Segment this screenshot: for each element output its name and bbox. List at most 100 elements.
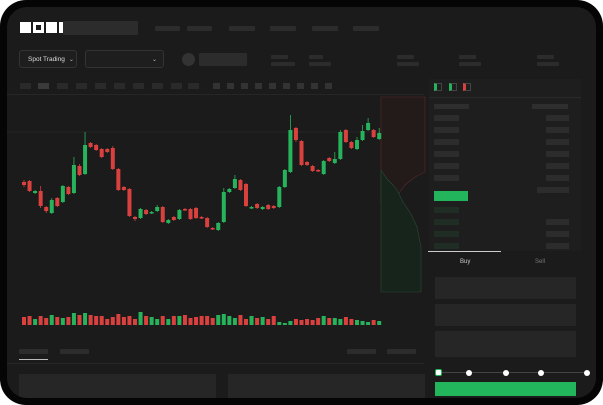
stat-label: [271, 55, 288, 59]
volume-bar: [310, 320, 315, 325]
volume-bar: [221, 314, 226, 325]
candle-body: [338, 132, 343, 159]
pen-tool-icon[interactable]: [283, 83, 290, 89]
candle-body: [255, 204, 260, 208]
candle-body: [210, 228, 215, 230]
line-tool-icon[interactable]: [269, 83, 276, 89]
amount-slider-track[interactable]: [439, 372, 589, 373]
candle-body: [332, 159, 337, 163]
candle-body: [343, 130, 348, 142]
volume-bar: [77, 315, 82, 325]
coin-icon: [182, 53, 195, 66]
timeframe-button[interactable]: [114, 83, 125, 89]
candle-body: [266, 205, 271, 209]
nav-item[interactable]: [353, 26, 379, 31]
stat-label: [537, 55, 554, 59]
candle-body: [155, 207, 160, 211]
timeframe-button[interactable]: [76, 83, 87, 89]
timeframe-button[interactable]: [20, 83, 31, 89]
tab-sell[interactable]: Sell: [535, 259, 546, 265]
chevron-down-icon[interactable]: [227, 83, 234, 89]
candle-body: [305, 162, 310, 165]
active-tab-underline: [428, 251, 501, 252]
volume-bar: [360, 321, 365, 325]
timeframe-button[interactable]: [188, 83, 199, 89]
timeframe-button[interactable]: [57, 83, 68, 89]
nav-item[interactable]: [229, 26, 255, 31]
slider-step-75[interactable]: [538, 370, 544, 376]
nav-item[interactable]: [312, 26, 338, 31]
candle-body: [88, 143, 93, 147]
ask-size: [546, 127, 569, 133]
slider-step-25[interactable]: [466, 370, 472, 376]
nav-item[interactable]: [187, 26, 212, 31]
volume-bar: [277, 322, 282, 325]
candle-body: [138, 209, 143, 218]
volume-bar: [33, 319, 38, 325]
stat-value: [309, 62, 331, 66]
bottom-action[interactable]: [387, 349, 416, 354]
ask-size: [546, 115, 569, 121]
volume-bar: [182, 315, 187, 325]
market-type-dropdown[interactable]: Spot Trading ⌄: [19, 50, 77, 68]
slider-step-100[interactable]: [584, 370, 590, 376]
fullscreen-icon[interactable]: [325, 83, 332, 89]
depth-bids-area: [380, 169, 422, 293]
book-asks-icon[interactable]: [463, 83, 471, 91]
amount-input[interactable]: [435, 304, 576, 326]
order-book: [429, 79, 581, 251]
volume-bar: [266, 319, 271, 325]
bid-price: [434, 219, 459, 225]
candle-body: [355, 140, 359, 149]
nav-item[interactable]: [155, 26, 180, 31]
price-input[interactable]: [435, 277, 576, 299]
stat-label: [459, 55, 476, 59]
slider-step-50[interactable]: [503, 370, 509, 376]
candle-body: [71, 165, 76, 193]
volume-bar: [55, 317, 60, 325]
candle-body: [244, 184, 248, 206]
buy-button[interactable]: [435, 382, 576, 396]
timeframe-button[interactable]: [152, 83, 163, 89]
candle-body: [293, 128, 298, 140]
camera-icon[interactable]: [297, 83, 304, 89]
volume-bar: [199, 316, 204, 325]
ask-size: [537, 187, 569, 193]
tab-order-history[interactable]: [60, 349, 89, 354]
stat-label: [309, 55, 323, 59]
bid-price: [434, 207, 459, 213]
timeframe-button[interactable]: [95, 83, 106, 89]
search-bar[interactable]: [63, 21, 138, 35]
settings-icon[interactable]: [311, 83, 318, 89]
timeframe-button[interactable]: [171, 83, 182, 89]
book-bids-icon[interactable]: [449, 83, 457, 91]
book-both-icon[interactable]: [434, 83, 442, 91]
volume-bar: [293, 319, 298, 325]
chevron-down-icon[interactable]: [255, 83, 262, 89]
indicator-icon[interactable]: [213, 83, 220, 89]
tab-open-orders[interactable]: [19, 349, 48, 354]
tab-buy[interactable]: Buy: [460, 259, 471, 265]
ask-price: [434, 139, 459, 145]
timeframe-button[interactable]: [38, 83, 49, 89]
volume-bar: [66, 317, 71, 325]
amount-slider-handle[interactable]: [435, 369, 442, 376]
candlestick-chart[interactable]: [7, 7, 596, 398]
total-input[interactable]: [435, 331, 576, 357]
volume-bar: [116, 314, 121, 325]
candle-body: [127, 189, 132, 216]
stat-value: [537, 62, 559, 66]
volume-bar: [105, 319, 110, 325]
bottom-action[interactable]: [347, 349, 376, 354]
chart-type-icon[interactable]: [241, 83, 248, 89]
volume-bar: [271, 316, 276, 325]
ask-price: [434, 175, 459, 181]
timeframe-button[interactable]: [133, 83, 144, 89]
candle-body: [366, 123, 371, 130]
pair-dropdown[interactable]: ⌄: [85, 50, 164, 68]
nav-item[interactable]: [270, 26, 296, 31]
price-value: [199, 53, 247, 66]
bid-size: [546, 231, 569, 237]
volume-bar: [144, 316, 149, 325]
